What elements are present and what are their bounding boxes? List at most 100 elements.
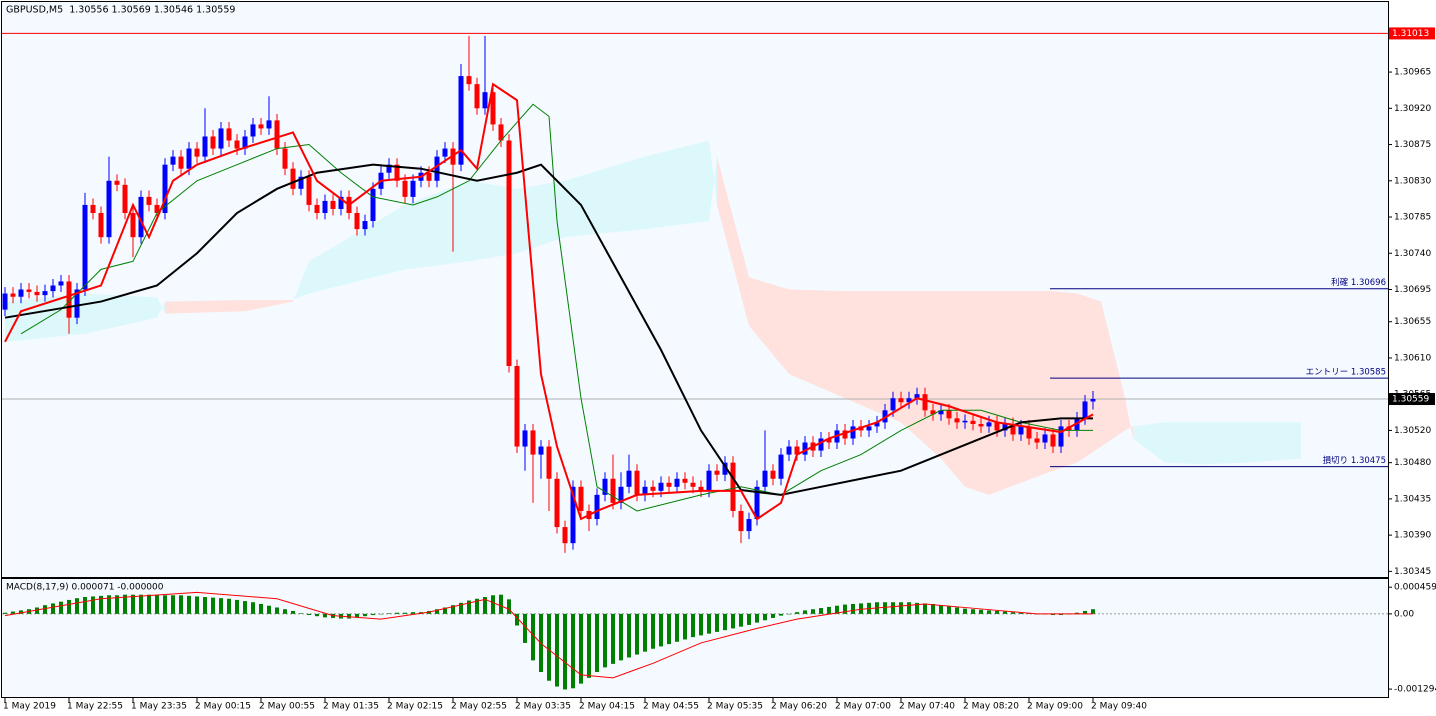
candle-body [1042, 434, 1048, 443]
candle-body [218, 128, 224, 149]
cloud [293, 261, 309, 302]
macd-bar [819, 608, 823, 614]
candle-body [1090, 399, 1096, 402]
macd-bar [995, 610, 999, 614]
macd-bar [1059, 613, 1063, 616]
macd-bar [555, 613, 559, 687]
cloud [901, 291, 941, 459]
y-tick-label: 1.30345 [1394, 567, 1431, 577]
x-tick-label: 2 May 03:35 [515, 702, 571, 712]
macd-bar [131, 594, 135, 614]
cloud [1205, 422, 1245, 465]
candle-body [778, 454, 784, 479]
candle-body [250, 124, 256, 137]
macd-bar [251, 602, 255, 614]
candle-body [578, 486, 584, 511]
candle-body [82, 204, 88, 290]
macd-bar [715, 613, 719, 632]
x-tick-label: 2 May 06:20 [771, 702, 827, 712]
candle-body [866, 426, 872, 431]
cloud [789, 289, 845, 399]
candle-body [162, 164, 168, 213]
candle-body [538, 446, 544, 455]
level-label: 損切り 1.30475 [1323, 455, 1386, 466]
macd-bar [779, 613, 783, 616]
candle-body [618, 486, 624, 503]
macd-bar [475, 598, 479, 614]
y-tick-label: -0.001294 [1394, 685, 1436, 695]
y-tick-label: 1.30655 [1394, 317, 1431, 327]
level-label: 利確 1.30696 [1331, 277, 1386, 288]
macd-bar [307, 613, 311, 616]
macd-bar [163, 595, 167, 614]
macd-bar [3, 612, 7, 614]
macd-bar [115, 595, 119, 614]
price-box [1389, 27, 1435, 40]
macd-bar [67, 599, 71, 614]
macd-bar [723, 613, 727, 631]
macd-bar [51, 603, 55, 614]
macd-bar [83, 597, 87, 614]
macd-bar [403, 612, 407, 614]
candle-body [1050, 434, 1056, 447]
macd-bar [219, 598, 223, 614]
candle-body [706, 470, 712, 491]
macd-bar [523, 613, 527, 643]
candle-body [242, 136, 248, 149]
candle-body [170, 156, 176, 165]
candle-body [682, 478, 688, 483]
macd-bar [227, 598, 231, 614]
candle-body [290, 168, 296, 189]
candle-body [194, 148, 200, 157]
x-tick-label: 2 May 05:35 [707, 702, 763, 712]
macd-bar [803, 610, 807, 614]
candle-body [826, 438, 832, 443]
macd-bar [491, 595, 495, 614]
macd-bar [891, 602, 895, 614]
macd-bar [531, 613, 535, 661]
macd-bar [683, 613, 687, 640]
y-tick-label: 1.30920 [1394, 104, 1431, 114]
candle-body [322, 200, 328, 213]
candle-body [842, 430, 848, 439]
macd-layer: 0.000459 0.00 -0.001294 MACD(8,17,9) 0.0000… [2, 583, 1436, 695]
x-tick-label: 2 May 00:15 [195, 702, 251, 712]
x-tick-label: 2 May 09:00 [1027, 702, 1083, 712]
macd-bar [707, 613, 711, 634]
candle-body [506, 140, 512, 367]
cloud [709, 140, 717, 222]
cloud [469, 180, 517, 262]
macd-bar [1051, 613, 1055, 616]
candle-body [594, 494, 600, 520]
candle-body [314, 204, 320, 213]
macd-bar [235, 599, 239, 614]
candle-body [714, 470, 720, 475]
x-tick-label: 1 May 23:35 [131, 702, 187, 712]
candle-body [1074, 418, 1080, 431]
x-tick-label: 2 May 07:40 [899, 702, 955, 712]
macd-bar [923, 603, 927, 614]
macd-bar [467, 600, 471, 614]
macd-bar [851, 603, 855, 614]
cloud [989, 291, 1021, 495]
macd-panel [1, 578, 1389, 698]
macd-bar [35, 607, 39, 614]
candle-body [98, 212, 104, 238]
macd-bar [659, 613, 663, 647]
price-panel [1, 1, 1389, 578]
macd-bar [243, 601, 247, 614]
macd-bar [771, 613, 775, 618]
candle-body [66, 281, 72, 318]
macd-bar [571, 613, 575, 689]
macd-bar [99, 595, 103, 614]
x-tick-label: 1 May 2019 [3, 702, 56, 712]
price-box-label: 1.30559 [1392, 395, 1429, 405]
candle-body [802, 442, 808, 455]
candle-body [690, 482, 696, 487]
candle-body [666, 482, 672, 487]
macd-bar [211, 597, 215, 614]
cloud [1021, 291, 1053, 483]
cloud [965, 291, 989, 495]
candle-body [26, 289, 32, 292]
candle-body [130, 212, 136, 238]
